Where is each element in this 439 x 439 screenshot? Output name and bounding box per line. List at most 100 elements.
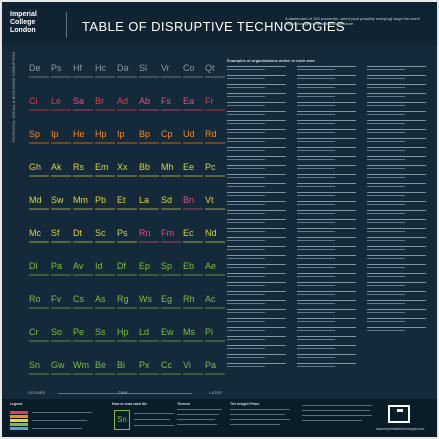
tile-symbol: De (29, 63, 41, 73)
example-entry (227, 299, 291, 304)
grid-row: Cr So Pe Ss Hp Ld Ew Ms Pi (28, 324, 225, 349)
tile-name-line (51, 307, 71, 309)
tile-symbol: Da (117, 63, 129, 73)
tile-symbol: Pb (95, 195, 107, 205)
technology-tile: Fs (160, 93, 181, 117)
technology-tile: Be (94, 357, 115, 381)
tile-name-line (183, 109, 203, 111)
technology-tile: Df (116, 258, 137, 282)
example-entry (297, 344, 361, 349)
tile-symbol: Cc (161, 360, 172, 370)
tile-name-line (205, 208, 225, 210)
example-entry (227, 335, 291, 340)
technology-tile: Cr (28, 324, 49, 348)
example-entry (227, 191, 291, 196)
technology-tile: Ec (182, 225, 203, 249)
example-entry (367, 200, 431, 205)
technology-tile: Vt (204, 192, 225, 216)
technology-tile: Rd (204, 126, 225, 150)
technology-tile: Nd (204, 225, 225, 249)
tile-name-line (95, 142, 115, 144)
technology-tile: Ee (182, 159, 203, 183)
tile-symbol: Pe (73, 327, 85, 337)
example-entry (367, 281, 431, 286)
tile-name-line (117, 208, 137, 210)
legend-title: Legend (10, 402, 23, 406)
example-entry (297, 227, 361, 232)
technology-tile: Eb (182, 258, 203, 282)
technology-tile: Ss (94, 324, 115, 348)
technology-tile: Mm (72, 192, 93, 216)
tile-symbol: Eg (161, 294, 173, 304)
tile-symbol: Mc (29, 228, 41, 238)
example-entry (297, 155, 361, 160)
technology-tile: Em (94, 159, 115, 183)
tile-name-line (29, 109, 49, 111)
tile-name-line (161, 373, 181, 375)
example-entry (297, 236, 361, 241)
example-entry (367, 155, 431, 160)
technology-tile: Ip (116, 126, 137, 150)
example-entry (227, 200, 291, 205)
tile-name-line (73, 241, 93, 243)
example-entry (297, 317, 361, 322)
tile-name-line (51, 241, 71, 243)
technology-tile: As (94, 291, 115, 315)
tile-name-line (205, 307, 225, 309)
tile-symbol: Be (95, 360, 107, 370)
technology-tile: Pa (50, 258, 71, 282)
technology-tile: Rs (72, 159, 93, 183)
technology-tile: Px (138, 357, 159, 381)
technology-tile: Sf (50, 225, 71, 249)
tile-name-line (29, 76, 49, 78)
example-entry (227, 353, 291, 358)
tile-symbol: Sd (161, 195, 173, 205)
example-entry (297, 209, 361, 214)
tile-name-line (73, 142, 93, 144)
tile-name-line (139, 109, 159, 111)
grid-row: Ci Le Sa Br Ad Ab Fs Ea Fr (28, 93, 225, 118)
tile-name-line (183, 307, 203, 309)
tile-symbol: Av (73, 261, 84, 271)
tile-symbol: Gw (51, 360, 65, 370)
tile-name-line (73, 208, 93, 210)
example-entry (367, 290, 431, 295)
tile-name-line (205, 340, 225, 342)
example-entry (297, 263, 361, 268)
tile-name-line (205, 76, 225, 78)
tile-symbol: Sp (161, 261, 173, 271)
tile-symbol: Ms (183, 327, 195, 337)
tile-symbol: Dt (73, 228, 82, 238)
example-entry (227, 83, 291, 88)
tile-symbol: Mm (73, 195, 88, 205)
technology-tile: Hf (72, 60, 93, 84)
insight-section: The Insight Prism (230, 402, 259, 406)
example-entry (367, 218, 431, 223)
tile-symbol: Fs (161, 96, 171, 106)
tile-symbol: Rd (205, 129, 217, 139)
grid-row: De Ps Hf Hc Da Sl Vr Co Qt (28, 60, 225, 85)
howto-section: How to read each tile (112, 402, 147, 406)
tile-name-line (183, 241, 203, 243)
example-entry (367, 83, 431, 88)
tile-name-line (73, 340, 93, 342)
example-entry (227, 119, 291, 124)
tile-symbol: Fm (161, 228, 174, 238)
example-entry (367, 65, 431, 70)
tile-name-line (117, 274, 137, 276)
tile-symbol: Ae (205, 261, 217, 271)
tile-symbol: Ab (139, 96, 151, 106)
tile-name-line (51, 76, 71, 78)
tech-foresight-logo-icon (388, 405, 410, 423)
example-entry (227, 110, 291, 115)
technology-tile: Rg (116, 291, 137, 315)
technology-tile: Wm (72, 357, 93, 381)
technology-tile: De (28, 60, 49, 84)
technology-tile: Bb (138, 159, 159, 183)
example-entry (297, 92, 361, 97)
technology-tile: Sl (138, 60, 159, 84)
technology-tile: Sa (72, 93, 93, 117)
example-entry (297, 326, 361, 331)
example-entry (367, 146, 431, 151)
legend-swatch-red (10, 411, 28, 414)
